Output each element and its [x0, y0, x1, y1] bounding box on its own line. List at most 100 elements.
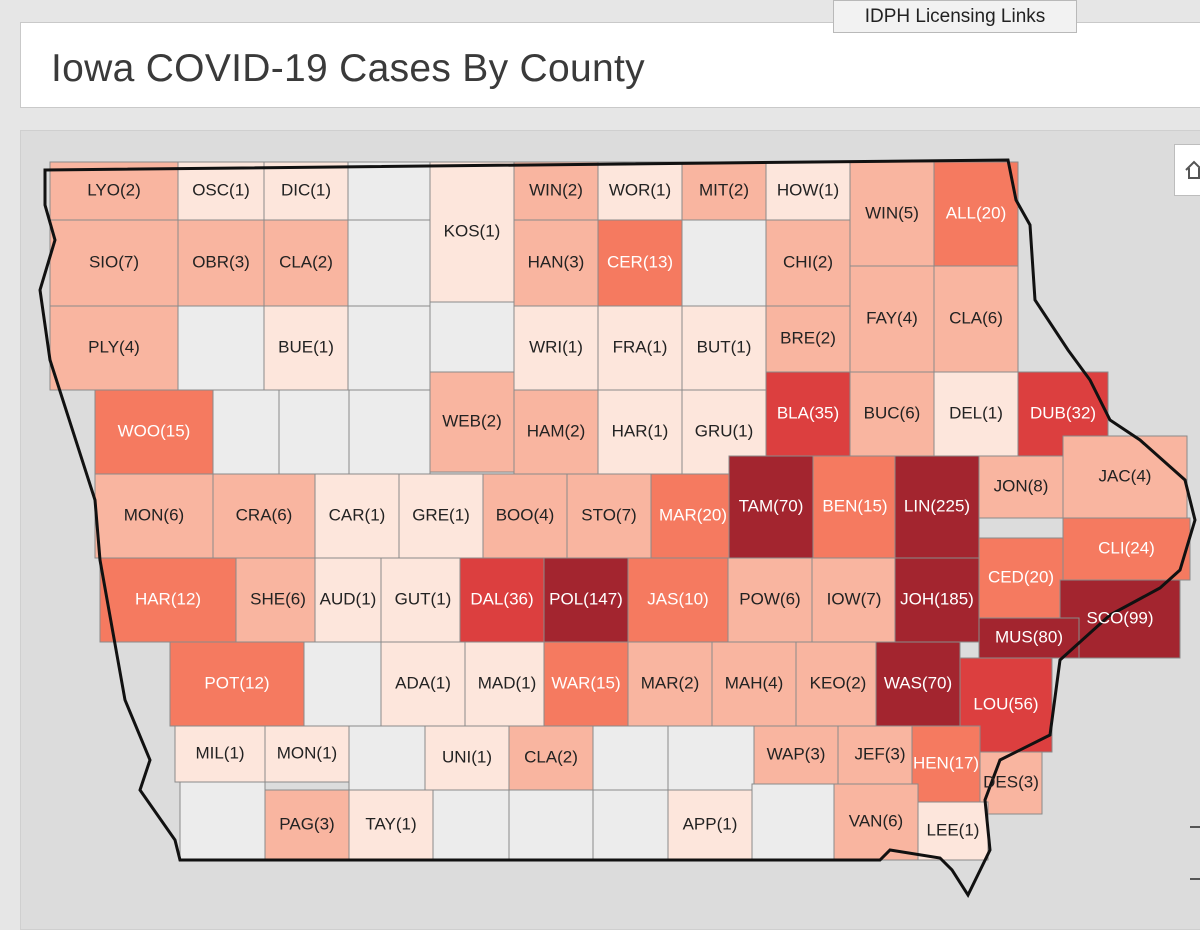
county-region[interactable] [727, 557, 813, 643]
county-region[interactable] [812, 455, 898, 559]
county-region-no-cases[interactable] [429, 301, 515, 373]
county-region[interactable] [1062, 517, 1191, 581]
county-region[interactable] [459, 557, 545, 643]
county-label: VAN(6) [849, 811, 903, 830]
county-region[interactable] [894, 455, 980, 559]
county-region[interactable] [627, 641, 713, 727]
county-label: WOO(15) [118, 421, 191, 440]
county-label: MAR(2) [641, 673, 700, 692]
county-label: POW(6) [739, 589, 800, 608]
county-region[interactable] [513, 389, 599, 475]
county-region-no-cases[interactable] [177, 305, 265, 391]
county-region[interactable] [728, 455, 814, 559]
county-region[interactable] [833, 783, 919, 861]
county-label: WAS(70) [884, 673, 952, 692]
county-region[interactable] [627, 557, 729, 643]
county-region[interactable] [513, 219, 599, 307]
county-region-no-cases[interactable] [432, 789, 510, 861]
scale-tick-top [1190, 826, 1200, 828]
county-label: BEN(15) [822, 496, 887, 515]
county-region[interactable] [667, 789, 753, 861]
county-region[interactable] [933, 371, 1019, 457]
county-region-no-cases[interactable] [751, 783, 835, 861]
county-region-no-cases[interactable] [681, 219, 767, 307]
county-region[interactable] [49, 219, 179, 307]
county-region[interactable] [380, 557, 466, 643]
county-region[interactable] [711, 641, 797, 727]
county-region-no-cases[interactable] [278, 389, 350, 475]
county-region-no-cases[interactable] [348, 389, 431, 475]
labels-layer: LYO(2) OSC(1) DIC(1) KOS(1) WIN(2) WOR(1) MIT(… [87, 180, 1155, 839]
county-region[interactable] [978, 455, 1064, 519]
county-region[interactable] [543, 557, 629, 643]
county-region[interactable] [263, 305, 349, 391]
county-region[interactable] [650, 473, 736, 559]
county-region-no-cases[interactable] [592, 725, 669, 791]
county-region[interactable] [933, 265, 1019, 373]
county-label: SHE(6) [250, 589, 306, 608]
county-region[interactable] [398, 473, 484, 559]
county-label: WRI(1) [529, 337, 583, 356]
county-region[interactable] [263, 161, 349, 221]
county-region[interactable] [933, 161, 1019, 267]
county-region[interactable] [837, 725, 923, 785]
county-region-no-cases[interactable] [592, 789, 669, 861]
county-region[interactable] [597, 161, 683, 221]
county-region[interactable] [566, 473, 652, 559]
county-region[interactable] [917, 801, 989, 861]
county-label: BUE(1) [278, 337, 334, 356]
county-region-no-cases[interactable] [508, 789, 594, 861]
county-label: DEL(1) [949, 403, 1003, 422]
county-region[interactable] [429, 161, 515, 303]
county-region[interactable] [348, 789, 434, 861]
county-region[interactable] [429, 371, 515, 473]
county-region[interactable] [482, 473, 568, 559]
county-region[interactable] [765, 371, 851, 457]
county-region-no-cases[interactable] [348, 725, 426, 791]
county-region[interactable] [174, 725, 266, 783]
county-region[interactable] [765, 219, 851, 307]
county-region[interactable] [264, 725, 350, 783]
county-region[interactable] [978, 617, 1080, 659]
county-region[interactable] [811, 557, 897, 643]
county-region-no-cases[interactable] [179, 781, 266, 861]
county-region[interactable] [597, 305, 683, 391]
county-region[interactable] [235, 557, 321, 643]
county-region[interactable] [597, 219, 683, 307]
county-region[interactable] [99, 557, 237, 643]
county-region[interactable] [849, 265, 935, 373]
county-region[interactable] [380, 641, 466, 727]
county-region[interactable] [1062, 435, 1188, 519]
county-region[interactable] [681, 161, 767, 221]
county-region[interactable] [513, 305, 599, 391]
county-region-no-cases[interactable] [347, 219, 431, 307]
county-region[interactable] [1059, 579, 1181, 659]
county-region[interactable] [263, 219, 349, 307]
county-region[interactable] [49, 161, 179, 221]
county-region[interactable] [424, 725, 510, 791]
county-region-no-cases[interactable] [212, 389, 280, 475]
county-region[interactable] [753, 725, 839, 785]
county-label: SIO(7) [89, 252, 139, 271]
county-region[interactable] [513, 161, 599, 221]
county-region[interactable] [894, 557, 980, 643]
county-region[interactable] [314, 473, 400, 559]
county-region[interactable] [169, 641, 305, 727]
county-region[interactable] [264, 789, 350, 861]
county-region[interactable] [508, 725, 594, 791]
county-region[interactable] [543, 641, 629, 727]
map-home-control[interactable] [1174, 144, 1200, 196]
county-region[interactable] [911, 725, 981, 803]
county-region-no-cases[interactable] [667, 725, 755, 791]
county-region-no-cases[interactable] [303, 641, 382, 727]
county-region[interactable] [314, 557, 382, 643]
county-region[interactable] [464, 641, 550, 727]
county-region[interactable] [94, 389, 214, 475]
idph-licensing-links-button[interactable]: IDPH Licensing Links [833, 0, 1077, 33]
county-label: WOR(1) [609, 180, 671, 199]
county-region-no-cases[interactable] [347, 161, 431, 221]
county-region-no-cases[interactable] [347, 305, 431, 391]
county-region[interactable] [597, 389, 683, 475]
county-region[interactable] [765, 305, 851, 373]
